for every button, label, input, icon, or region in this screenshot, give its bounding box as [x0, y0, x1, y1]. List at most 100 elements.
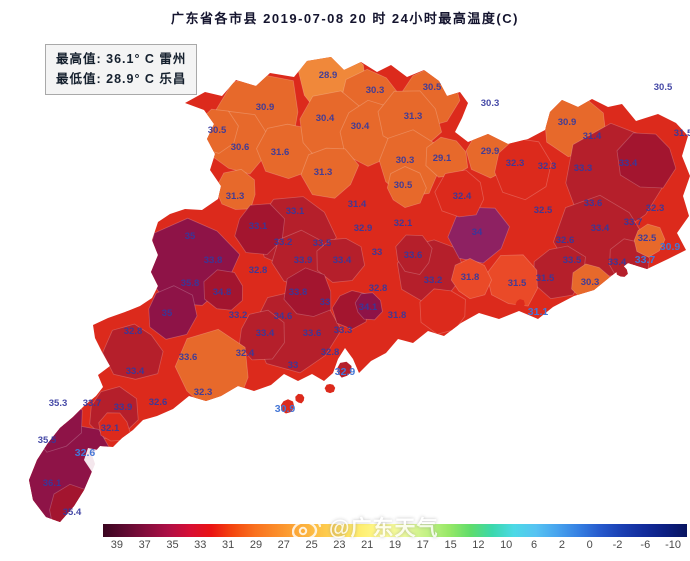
- temp-label: 33.3: [574, 163, 593, 174]
- temp-label: 32.9: [354, 223, 373, 234]
- temp-label: 33.4: [333, 255, 352, 266]
- county-patch: [425, 136, 469, 178]
- temp-label: 31.6: [271, 147, 290, 158]
- temp-label: 31.5: [536, 273, 555, 284]
- temp-label: 33.4: [608, 257, 627, 268]
- islands: [280, 266, 628, 414]
- temp-label: 33: [372, 247, 383, 258]
- colorbar-tick: 6: [530, 539, 538, 551]
- colorbar-tick: 27: [277, 539, 290, 551]
- temperature-colorbar: [103, 524, 687, 537]
- temp-label: 33.5: [313, 238, 332, 249]
- colorbar-tick: 15: [444, 539, 457, 551]
- temp-label: 33.5: [563, 255, 582, 266]
- temp-label: 32.6: [149, 397, 168, 408]
- temp-label: 33.8: [204, 255, 223, 266]
- county-patch: [300, 147, 360, 199]
- temp-label: 30.9: [256, 102, 275, 113]
- temp-label: 30.9: [275, 403, 296, 415]
- temp-label: 32.5: [638, 233, 657, 244]
- temp-label: 30.5: [654, 82, 673, 93]
- temp-label: 30.6: [231, 142, 250, 153]
- temp-label: 30.4: [351, 121, 370, 132]
- extremes-max-line: 最高值: 36.1° C 雷州: [56, 52, 187, 66]
- colorbar-tick: 0: [586, 539, 593, 551]
- temp-label: 30.3: [366, 85, 385, 96]
- temp-label: 30.5: [208, 125, 227, 136]
- colorbar-tick: 31: [221, 539, 235, 551]
- county-patch: [238, 309, 285, 361]
- county-patch: [450, 257, 493, 300]
- temp-label: 34.8: [213, 287, 232, 298]
- county-patch: [283, 267, 332, 317]
- colorbar-tick: 35: [166, 539, 179, 551]
- county-patch: [148, 285, 198, 340]
- station-temperature-labels: 28.9 30.3 30.5 30.3 30.5 30.9 30.4 30.4 31.3 30.9…: [38, 70, 690, 518]
- temp-label: 30.3: [581, 277, 600, 288]
- county-patch: [633, 223, 666, 258]
- island: [337, 361, 352, 378]
- temp-label: 32.4: [236, 348, 255, 359]
- colorbar-tick: 17: [416, 539, 429, 551]
- temp-label: 32.5: [534, 205, 553, 216]
- temp-label: 33.3: [334, 325, 353, 336]
- temp-label: 32.1: [394, 218, 413, 229]
- temp-label: 30.3: [481, 98, 500, 109]
- page-title: 广东省各市县 2019-07-08 20 时 24小时最高温度(C): [171, 11, 519, 26]
- temp-label: 30.9: [660, 241, 681, 253]
- colorbar-tick: 10: [500, 539, 513, 551]
- county-patch: [354, 292, 383, 321]
- temp-label: 33.7: [624, 217, 643, 228]
- temp-label: 31.5: [674, 128, 690, 139]
- temp-label: 30.5: [394, 180, 413, 191]
- temp-label: 32.8: [369, 283, 388, 294]
- temp-label: 35: [185, 231, 196, 242]
- colorbar-tick: -10: [665, 539, 682, 551]
- temp-label: 33: [288, 360, 299, 371]
- county-patch: [419, 288, 466, 335]
- temp-label: 32.9: [335, 366, 356, 378]
- temp-label: 31.4: [348, 199, 367, 210]
- temp-label: 33.4: [619, 158, 638, 169]
- watermark: @广东天气: [292, 512, 438, 542]
- temp-label: 31.3: [404, 111, 423, 122]
- colorbar-tick: 12: [472, 539, 485, 551]
- temp-label: 33.2: [229, 310, 248, 321]
- colorbar-tick-labels: 39 37 35 33 31 29 27 25 23 21 19 17 15 12 10 6 2 0 -2 -6 -10: [103, 539, 687, 554]
- temp-label: 33.1: [286, 206, 305, 217]
- watermark-text: @广东天气: [329, 517, 439, 540]
- temp-label: 31.1: [528, 306, 549, 318]
- temp-label: 31.8: [461, 272, 480, 283]
- temp-label: 33.7: [83, 398, 102, 409]
- temp-label: 32.3: [506, 158, 525, 169]
- colorbar-tick: 19: [388, 539, 402, 551]
- island: [616, 266, 628, 277]
- temp-label: 32.6: [75, 447, 96, 459]
- temp-label: 32.3: [538, 161, 557, 172]
- province-body: [29, 57, 690, 522]
- temp-label: 33.4: [591, 223, 610, 234]
- temp-label: 32.3: [194, 387, 213, 398]
- temp-label: 29.1: [433, 153, 452, 164]
- extremes-min-line: 最低值: 28.9° C 乐昌: [56, 72, 187, 86]
- temp-label: 32.3: [646, 203, 665, 214]
- temp-label: 31.5: [508, 278, 527, 289]
- temp-label: 33.6: [584, 198, 603, 209]
- temp-label: 33.7: [635, 254, 656, 266]
- colorbar-tick: 33: [194, 539, 207, 551]
- county-patch: [215, 168, 256, 210]
- temp-label: 31.3: [314, 167, 333, 178]
- temp-label: 33.8: [289, 287, 308, 298]
- temp-label: 34.6: [274, 311, 293, 322]
- colorbar-tick: 25: [305, 539, 318, 551]
- colorbar-tick: 21: [361, 539, 374, 551]
- temp-label: 35.3: [49, 398, 68, 409]
- temp-label: 32.4: [453, 191, 472, 202]
- county-patch: [616, 132, 677, 189]
- temp-label: 33.9: [114, 402, 133, 413]
- temp-label: 32.8: [321, 347, 340, 358]
- temp-label: 33.1: [249, 221, 268, 232]
- temp-label: 31.4: [583, 131, 602, 142]
- county-patch: [434, 169, 485, 218]
